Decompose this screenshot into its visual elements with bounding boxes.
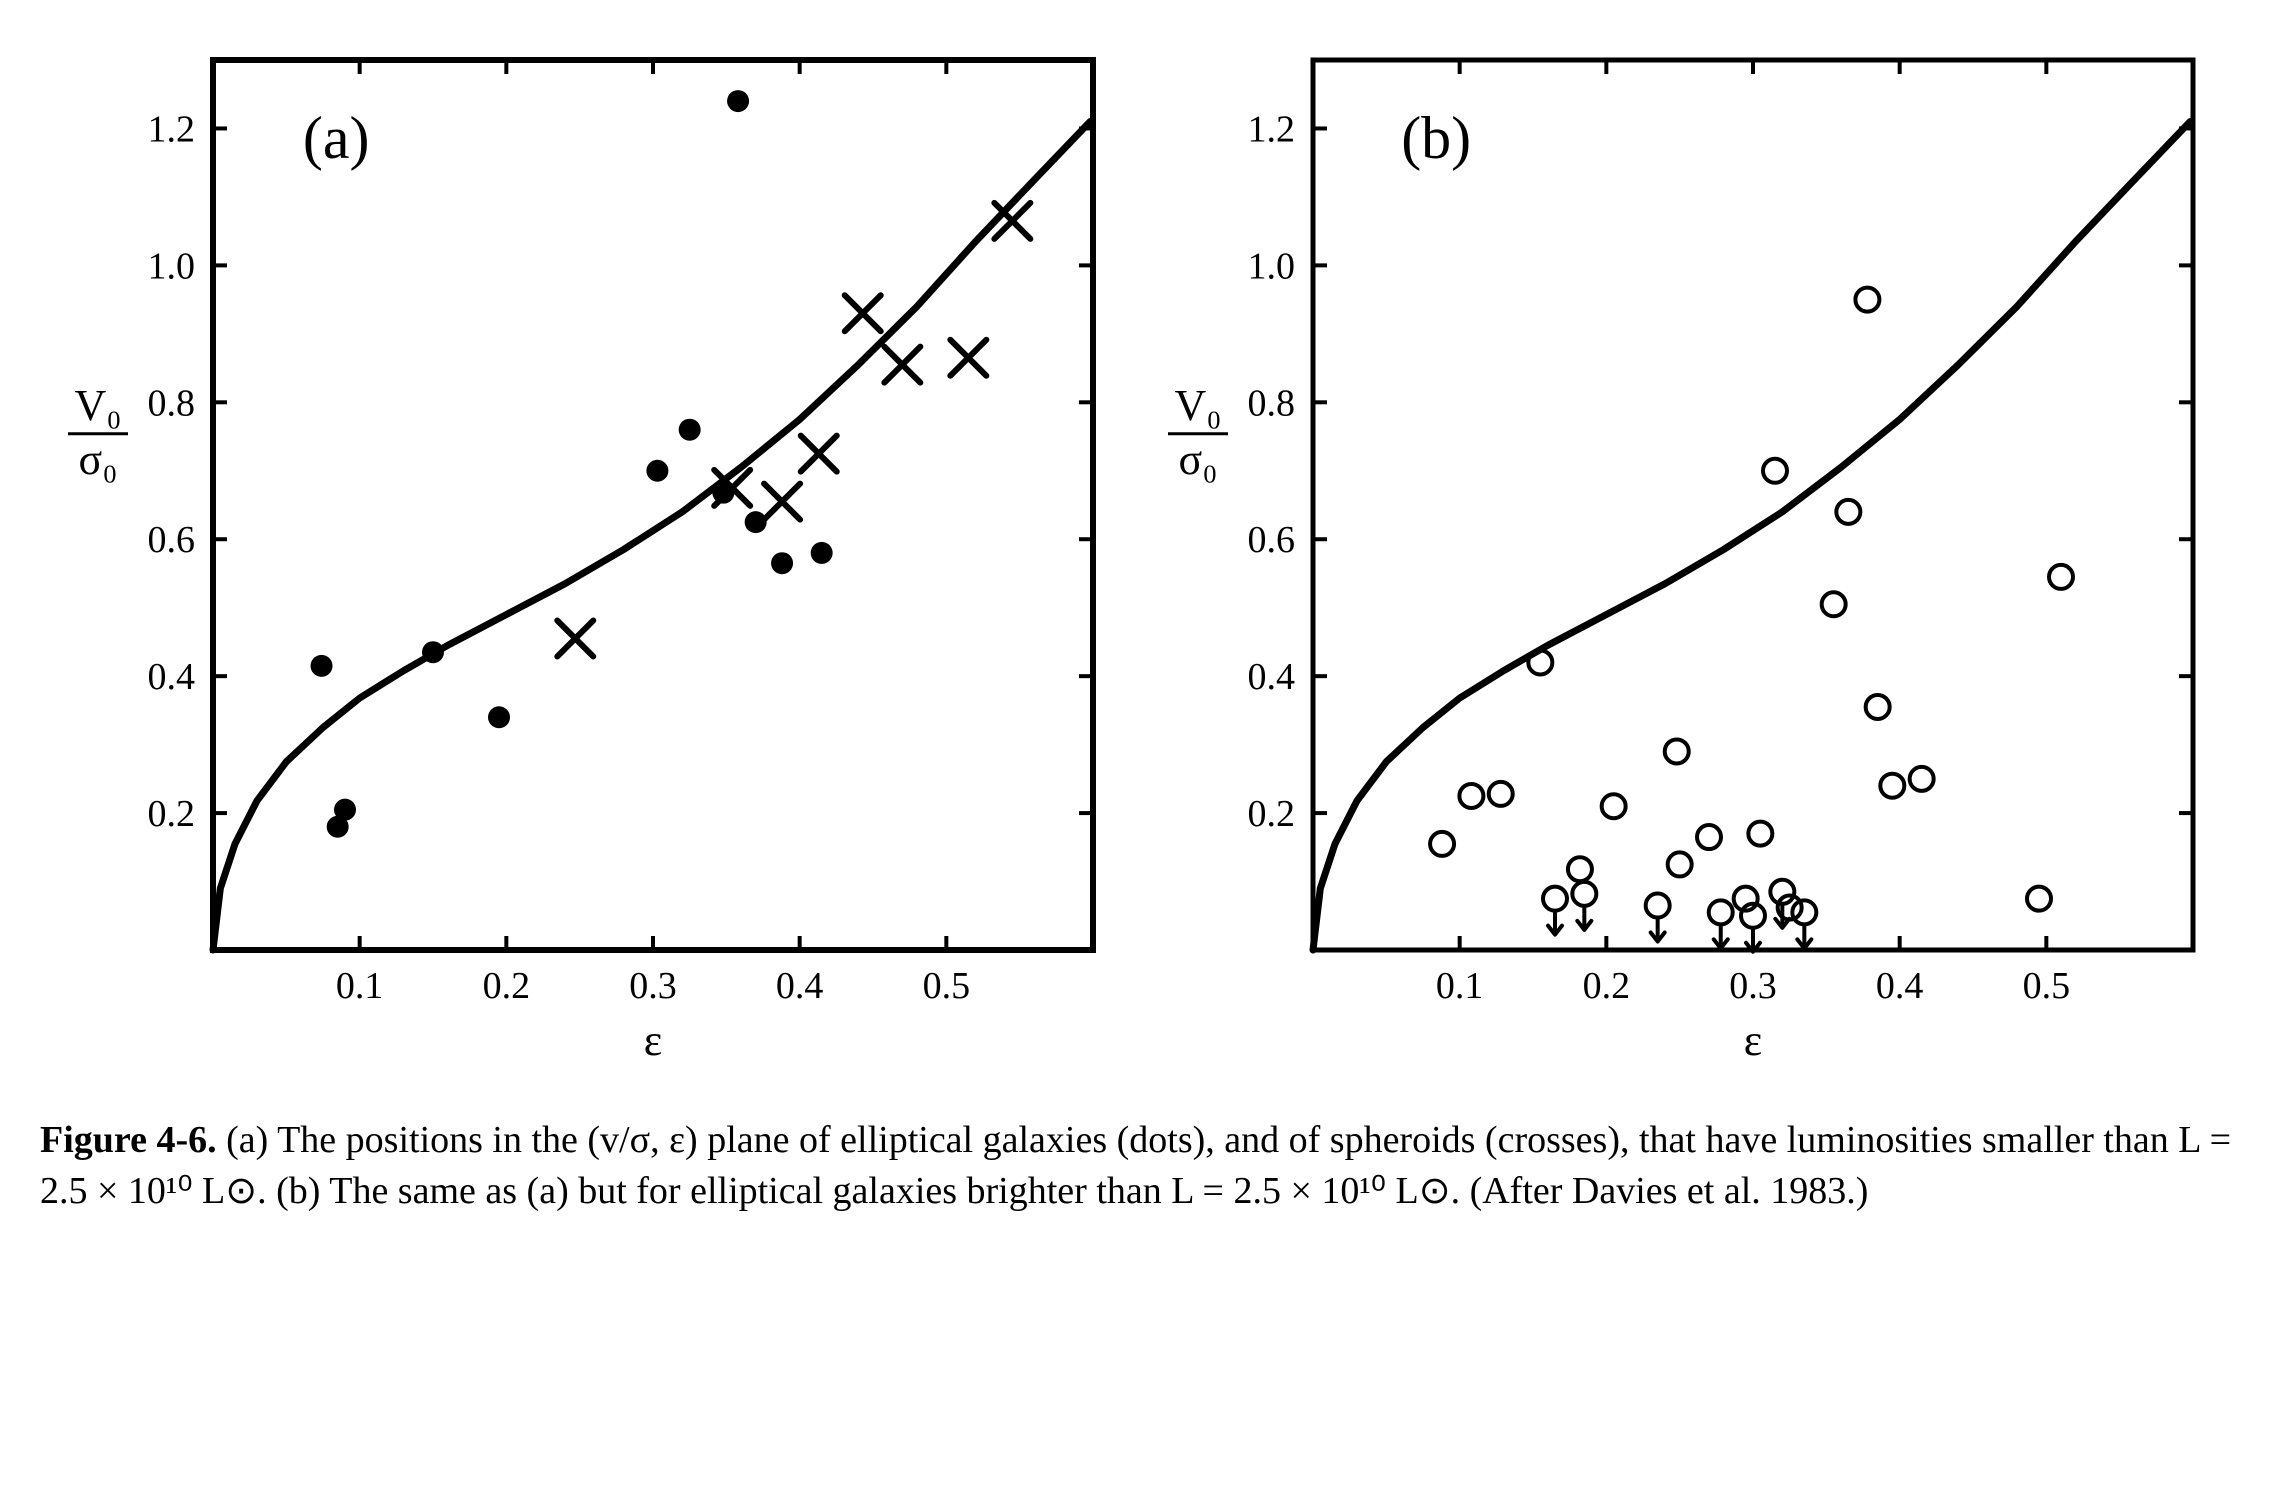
svg-text:0.5: 0.5: [923, 965, 971, 1007]
plot-b-wrapper: 0.1 0.2 0.3 0.4 0.5 0.2 0.4 0.6 0.8 1.0 1.2 ε V₀ σ₀ (b…: [1163, 20, 2223, 1085]
svg-text:1.2: 1.2: [148, 108, 196, 150]
svg-text:(b): (b): [1401, 105, 1471, 171]
svg-text:1.0: 1.0: [1248, 245, 1296, 287]
figure-container: 0.1 0.2 0.3 0.4 0.5 0.2 0.4 0.6 0.8 1.0 1.2 ε V₀ σ₀ (a…: [20, 20, 2266, 1218]
svg-text:0.4: 0.4: [148, 656, 196, 698]
svg-text:0.4: 0.4: [1248, 656, 1296, 698]
svg-text:V₀: V₀: [1174, 381, 1221, 430]
svg-text:0.1: 0.1: [1436, 965, 1484, 1007]
figure-caption: Figure 4-6. (a) The positions in the (v/…: [20, 1115, 2266, 1218]
plot-a-wrapper: 0.1 0.2 0.3 0.4 0.5 0.2 0.4 0.6 0.8 1.0 1.2 ε V₀ σ₀ (a…: [63, 20, 1123, 1085]
svg-text:0.5: 0.5: [2023, 965, 2071, 1007]
svg-text:0.4: 0.4: [776, 965, 824, 1007]
plot-a-svg: 0.1 0.2 0.3 0.4 0.5 0.2 0.4 0.6 0.8 1.0 1.2 ε V₀ σ₀ (a…: [63, 20, 1123, 1080]
svg-text:0.2: 0.2: [148, 793, 196, 835]
caption-label: Figure 4-6.: [40, 1119, 217, 1161]
svg-text:0.2: 0.2: [1248, 793, 1296, 835]
svg-text:0.8: 0.8: [148, 382, 196, 424]
svg-text:1.2: 1.2: [1248, 108, 1296, 150]
svg-text:σ₀: σ₀: [78, 435, 117, 484]
plot-b-svg: 0.1 0.2 0.3 0.4 0.5 0.2 0.4 0.6 0.8 1.0 1.2 ε V₀ σ₀ (b…: [1163, 20, 2223, 1080]
svg-text:0.6: 0.6: [1248, 519, 1296, 561]
caption-text-b: (b) The same as (a) but for elliptical g…: [276, 1170, 1868, 1212]
svg-text:V₀: V₀: [74, 381, 121, 430]
svg-text:0.4: 0.4: [1876, 965, 1924, 1007]
svg-text:0.2: 0.2: [1583, 965, 1631, 1007]
svg-text:1.0: 1.0: [148, 245, 196, 287]
svg-text:0.8: 0.8: [1248, 382, 1296, 424]
svg-text:0.3: 0.3: [629, 965, 677, 1007]
svg-text:(a): (a): [303, 105, 370, 171]
svg-text:σ₀: σ₀: [1178, 435, 1217, 484]
svg-text:ε: ε: [644, 1016, 662, 1065]
svg-text:ε: ε: [1744, 1016, 1762, 1065]
svg-text:0.3: 0.3: [1729, 965, 1777, 1007]
plots-row: 0.1 0.2 0.3 0.4 0.5 0.2 0.4 0.6 0.8 1.0 1.2 ε V₀ σ₀ (a…: [20, 20, 2266, 1085]
svg-text:0.1: 0.1: [336, 965, 384, 1007]
svg-text:0.6: 0.6: [148, 519, 196, 561]
svg-text:0.2: 0.2: [483, 965, 531, 1007]
